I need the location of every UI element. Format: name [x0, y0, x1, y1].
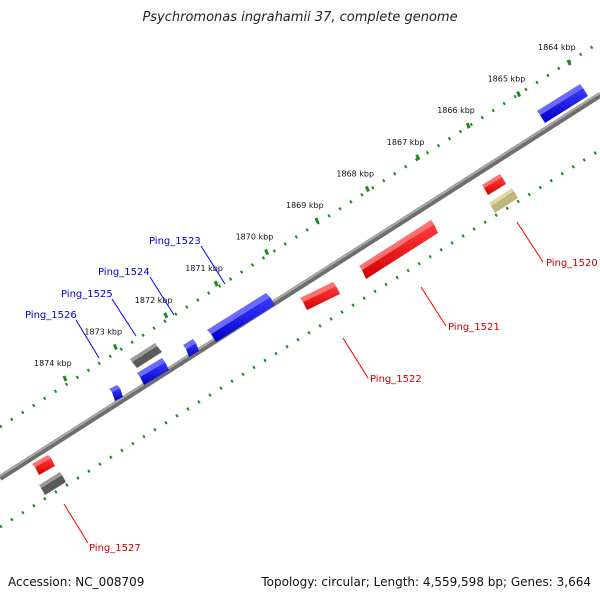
label-Ping_1525: Ping_1525: [61, 289, 113, 300]
unlabeled-gene-khaki[interactable]: [489, 188, 518, 213]
outer-ruler-track: [0, 40, 600, 429]
tick-label-1872: 1872 kbp: [135, 296, 173, 305]
tick-mark-1866: [465, 122, 471, 129]
tick-mark-1873: [113, 343, 118, 350]
gene-Ping_1525[interactable]: [137, 358, 169, 385]
tick-mark-1865: [516, 91, 521, 98]
tick-label-1873: 1873 kbp: [84, 327, 122, 336]
tick-label-1865: 1865 kbp: [488, 75, 526, 84]
topology-text: Topology: circular; Length: 4,559,598 bp…: [261, 575, 591, 589]
label-Ping_1522: Ping_1522: [370, 374, 422, 385]
tick-label-1864: 1864 kbp: [538, 43, 576, 52]
leader-Ping_1520: [516, 221, 544, 263]
gene-Ping_1521[interactable]: [359, 220, 438, 279]
tick-label-1867: 1867 kbp: [387, 138, 425, 147]
label-Ping_1523: Ping_1523: [149, 236, 201, 247]
tick-label-1871: 1871 kbp: [185, 264, 223, 273]
label-Ping_1526: Ping_1526: [25, 310, 77, 321]
unlabeled-gene-gray-1[interactable]: [130, 343, 162, 368]
tick-mark-1871: [213, 280, 219, 287]
tick-label-1869: 1869 kbp: [286, 201, 324, 210]
tick-mark-1867: [415, 154, 421, 161]
tick-label-1874: 1874 kbp: [34, 359, 72, 368]
gene-Ping_1527[interactable]: [32, 455, 55, 475]
tick-label-1868: 1868 kbp: [336, 169, 374, 178]
accession-text: Accession: NC_008709: [8, 575, 145, 589]
unlabeled-gene-blue-topright[interactable]: [537, 84, 588, 123]
label-Ping_1524: Ping_1524: [98, 267, 150, 278]
tick-mark-1870: [264, 249, 269, 256]
leader-Ping_1523: [200, 245, 226, 285]
gene-Ping_1526[interactable]: [109, 385, 123, 401]
tick-mark-1864: [566, 59, 572, 66]
tick-mark-1868: [365, 185, 370, 192]
map-title: Psychromonas ingrahamii 37, complete gen…: [142, 10, 458, 25]
leader-Ping_1526: [75, 319, 100, 359]
gene-Ping_1522[interactable]: [300, 282, 340, 310]
inner-ruler-track: [0, 148, 600, 529]
label-Ping_1520: Ping_1520: [546, 258, 598, 269]
tick-mark-1869: [314, 217, 320, 224]
gene-Ping_1524[interactable]: [183, 339, 199, 357]
leader-Ping_1522: [342, 337, 369, 379]
gene-Ping_1523[interactable]: [207, 293, 275, 342]
gene-Ping_1520[interactable]: [482, 174, 506, 195]
tick-mark-1874: [62, 375, 68, 382]
tick-label-1870: 1870 kbp: [236, 233, 274, 242]
leader-Ping_1521: [420, 286, 447, 327]
leader-Ping_1524: [149, 276, 175, 316]
label-Ping_1527: Ping_1527: [89, 543, 141, 554]
unlabeled-gene-gray-2[interactable]: [39, 472, 66, 495]
leader-Ping_1525: [111, 298, 137, 337]
genome-backbone-highlight: [0, 92, 600, 477]
tick-label-1866: 1866 kbp: [437, 106, 475, 115]
tick-mark-1872: [163, 312, 169, 319]
genome-backbone: [0, 92, 600, 481]
leader-Ping_1527: [63, 503, 89, 544]
label-Ping_1521: Ping_1521: [448, 322, 500, 333]
